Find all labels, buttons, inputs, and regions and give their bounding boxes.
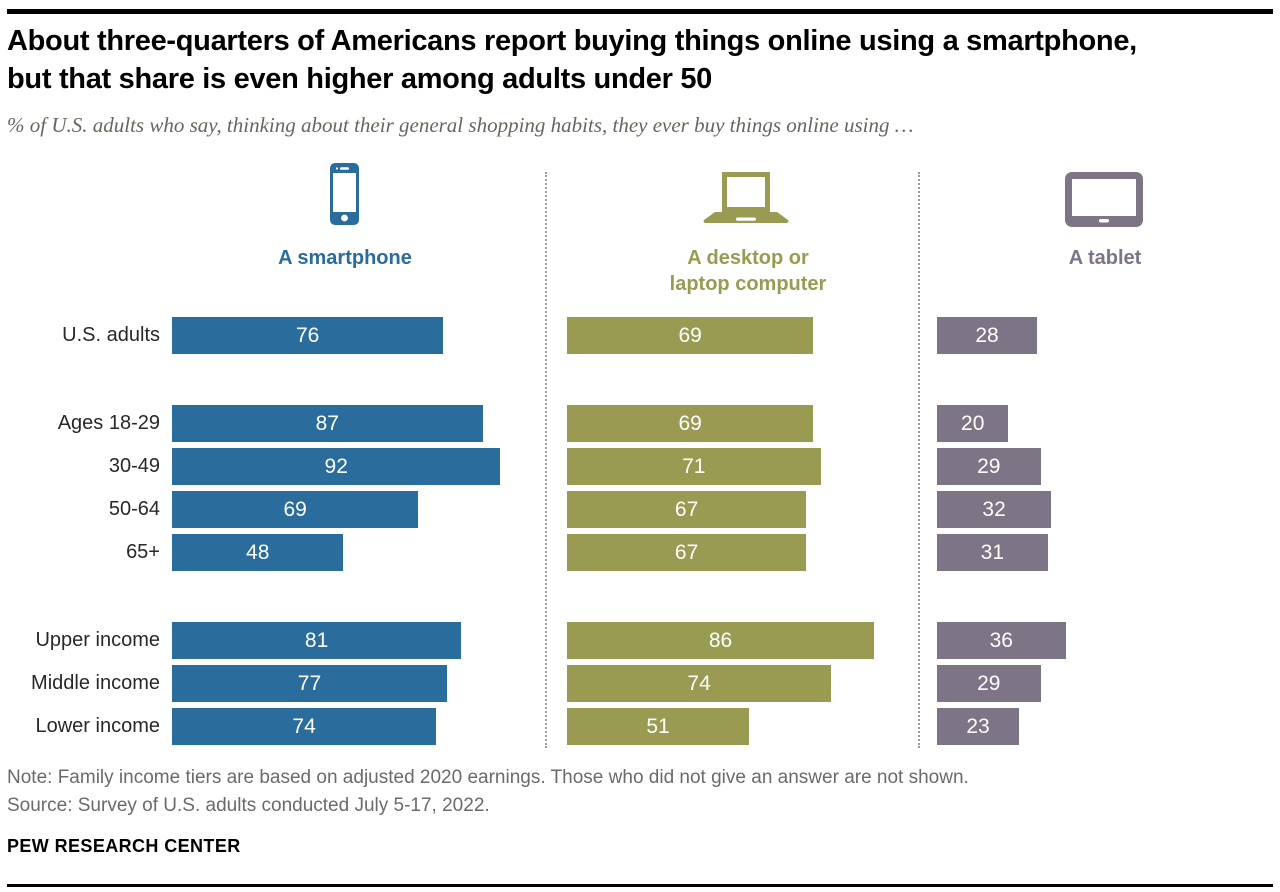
bar-a-smartphone-65: 48 bbox=[172, 534, 344, 571]
column-label-line: laptop computer bbox=[669, 273, 827, 295]
bar-value-label: 51 bbox=[646, 715, 670, 738]
bar-a-tablet-30-49: 29 bbox=[937, 448, 1041, 485]
laptop-icon bbox=[703, 170, 789, 231]
bar-value-label: 20 bbox=[961, 412, 985, 435]
bar-a-smartphone-lower-income: 74 bbox=[172, 708, 437, 745]
column-divider-2 bbox=[918, 172, 920, 748]
chart-title-line1: About three-quarters of Americans report… bbox=[7, 25, 1137, 57]
bar-a-desktop-or-laptop-computer-u-s-adults: 69 bbox=[567, 317, 814, 354]
bottom-rule bbox=[7, 884, 1273, 887]
bar-a-desktop-or-laptop-computer-upper-income: 86 bbox=[567, 622, 874, 659]
bar-a-smartphone-50-64: 69 bbox=[172, 491, 419, 528]
footer-brand: PEW RESEARCH CENTER bbox=[7, 836, 241, 856]
row-label-upper-income: Upper income bbox=[35, 629, 160, 651]
source-text: Source: Survey of U.S. adults conducted … bbox=[7, 795, 490, 816]
row-label-lower-income: Lower income bbox=[35, 715, 160, 737]
bar-value-label: 29 bbox=[977, 672, 1001, 695]
bar-a-desktop-or-laptop-computer-30-49: 71 bbox=[567, 448, 821, 485]
bar-value-label: 69 bbox=[678, 412, 702, 435]
row-label-ages-18-29: Ages 18-29 bbox=[57, 412, 160, 434]
row-label-middle-income: Middle income bbox=[31, 672, 160, 694]
bar-a-desktop-or-laptop-computer-middle-income: 74 bbox=[567, 665, 832, 702]
row-label-65: 65+ bbox=[126, 541, 160, 563]
column-label-line: A tablet bbox=[1068, 247, 1142, 269]
row-label-30-49: 30-49 bbox=[108, 455, 160, 477]
bar-value-label: 81 bbox=[304, 629, 329, 652]
bar-a-smartphone-30-49: 92 bbox=[172, 448, 501, 485]
bar-value-label: 67 bbox=[674, 541, 699, 564]
bar-value-label: 74 bbox=[687, 672, 711, 695]
bar-value-label: 76 bbox=[295, 324, 320, 347]
column-label-smartphone: A smartphone bbox=[195, 245, 495, 271]
bar-value-label: 28 bbox=[975, 324, 999, 347]
chart-subtitle: % of U.S. adults who say, thinking about… bbox=[7, 113, 914, 137]
bar-value-label: 69 bbox=[283, 498, 307, 521]
bar-value-label: 36 bbox=[989, 629, 1013, 652]
bar-a-tablet-upper-income: 36 bbox=[937, 622, 1066, 659]
chart-title: About three-quarters of Americans report… bbox=[7, 22, 1273, 98]
chart-title-line2: but that share is even higher among adul… bbox=[7, 63, 713, 95]
bar-a-tablet-middle-income: 29 bbox=[937, 665, 1041, 702]
bar-value-label: 86 bbox=[708, 629, 733, 652]
bar-a-desktop-or-laptop-computer-ages-18-29: 69 bbox=[567, 405, 814, 442]
note-block: Note: Family income tiers are based on a… bbox=[7, 764, 1273, 820]
tablet-icon bbox=[1065, 172, 1143, 232]
bar-value-label: 23 bbox=[966, 715, 990, 738]
column-label-line: A smartphone bbox=[278, 247, 412, 269]
bar-value-label: 92 bbox=[324, 455, 348, 478]
bar-value-label: 31 bbox=[980, 541, 1005, 564]
bar-value-label: 69 bbox=[678, 324, 702, 347]
bar-a-smartphone-middle-income: 77 bbox=[172, 665, 447, 702]
bar-a-desktop-or-laptop-computer-lower-income: 51 bbox=[567, 708, 750, 745]
bar-value-label: 87 bbox=[315, 412, 339, 435]
bar-value-label: 67 bbox=[674, 498, 699, 521]
column-divider-1 bbox=[545, 172, 547, 748]
bar-a-smartphone-u-s-adults: 76 bbox=[172, 317, 444, 354]
bar-a-tablet-ages-18-29: 20 bbox=[937, 405, 1009, 442]
bar-a-smartphone-ages-18-29: 87 bbox=[172, 405, 483, 442]
bar-a-desktop-or-laptop-computer-65: 67 bbox=[567, 534, 807, 571]
bar-value-label: 32 bbox=[982, 498, 1006, 521]
bar-a-desktop-or-laptop-computer-50-64: 67 bbox=[567, 491, 807, 528]
bar-a-tablet-u-s-adults: 28 bbox=[937, 317, 1037, 354]
row-label-u-s-adults: U.S. adults bbox=[62, 324, 160, 346]
bar-value-label: 74 bbox=[292, 715, 316, 738]
bar-a-tablet-65: 31 bbox=[937, 534, 1048, 571]
note-text: Note: Family income tiers are based on a… bbox=[7, 767, 969, 788]
bar-a-smartphone-upper-income: 81 bbox=[172, 622, 462, 659]
bar-value-label: 29 bbox=[977, 455, 1001, 478]
column-label-line: A desktop or bbox=[687, 247, 809, 269]
column-label-desktop: A desktop or laptop computer bbox=[598, 245, 898, 297]
bar-value-label: 48 bbox=[246, 541, 270, 564]
top-rule bbox=[7, 9, 1273, 14]
smartphone-icon bbox=[330, 163, 359, 230]
row-label-50-64: 50-64 bbox=[108, 498, 160, 520]
bar-value-label: 77 bbox=[297, 672, 322, 695]
bar-a-tablet-50-64: 32 bbox=[937, 491, 1052, 528]
bar-value-label: 71 bbox=[682, 455, 706, 478]
column-label-tablet: A tablet bbox=[955, 245, 1255, 271]
bar-a-tablet-lower-income: 23 bbox=[937, 708, 1020, 745]
